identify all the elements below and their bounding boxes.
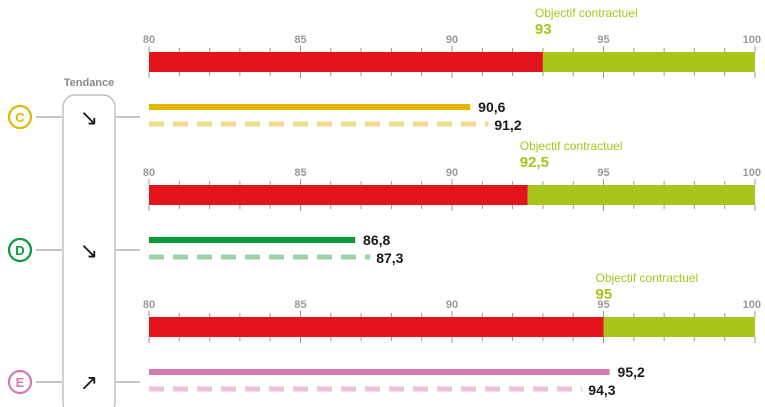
previous-value-label: 91,2 (494, 117, 521, 133)
objective-value: 93 (535, 21, 552, 38)
tick-label: 90 (446, 167, 458, 179)
objective-label: Objectif contractuel (520, 139, 623, 153)
trend-arrow-down-icon: ↘ (80, 106, 98, 131)
objective-value: 92,5 (520, 154, 549, 171)
current-value-label: 86,8 (363, 232, 390, 248)
tick-label: 80 (143, 34, 155, 46)
bar-above-objective (603, 317, 755, 337)
current-value-label: 90,6 (478, 99, 505, 115)
badge-e-letter: E (16, 375, 25, 390)
tick-label: 85 (294, 167, 306, 179)
tick-label: 100 (743, 167, 761, 179)
tick-label: 80 (143, 167, 155, 179)
objective-label: Objectif contractuel (535, 6, 638, 20)
bar-below-objective (149, 317, 604, 337)
badge-c-letter: C (15, 110, 25, 125)
tick-label: 100 (743, 299, 761, 311)
tick-label: 90 (446, 34, 458, 46)
tick-label: 95 (597, 167, 609, 179)
badge-c (7, 104, 33, 130)
previous-value-label: 87,3 (376, 250, 403, 266)
bar-below-objective (149, 52, 543, 72)
bar-below-objective (149, 185, 528, 205)
badge-d-letter: D (15, 243, 24, 258)
bar-above-objective (527, 185, 755, 205)
objective-value: 95 (596, 286, 613, 303)
previous-value-label: 94,3 (588, 382, 615, 398)
tick-label: 100 (743, 34, 761, 46)
tick-label: 90 (446, 299, 458, 311)
tick-label: 85 (294, 299, 306, 311)
badge-d (7, 237, 33, 263)
tick-label: 95 (597, 299, 609, 311)
badge-e (7, 369, 33, 395)
tick-label: 95 (597, 34, 609, 46)
current-value-label: 95,2 (618, 364, 645, 380)
tick-label: 85 (294, 34, 306, 46)
bar-above-objective (542, 52, 755, 72)
trend-arrow-down-icon: ↘ (80, 239, 98, 264)
trend-column-frame (62, 94, 116, 407)
trend-arrow-up-icon: ↗ (80, 371, 98, 396)
trend-column-title: Tendance (64, 77, 115, 89)
objective-label: Objectif contractuel (596, 271, 699, 285)
tick-label: 80 (143, 299, 155, 311)
